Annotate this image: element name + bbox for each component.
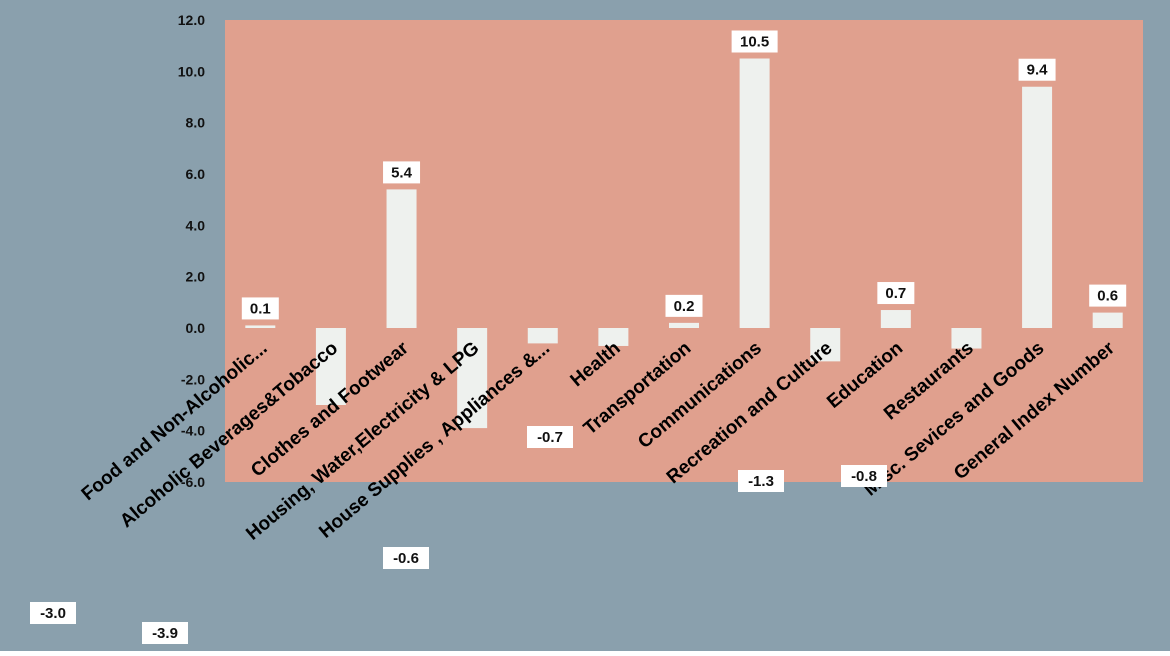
data-label: 5.4 xyxy=(391,164,413,181)
data-label: 0.7 xyxy=(885,285,906,302)
data-label: -3.9 xyxy=(152,625,178,642)
data-label-box xyxy=(241,297,279,320)
data-label-box xyxy=(30,602,76,624)
data-label: 9.4 xyxy=(1027,62,1049,79)
bar xyxy=(315,328,346,405)
bar xyxy=(880,310,911,328)
bars xyxy=(245,58,1123,429)
data-label-box xyxy=(877,282,915,305)
data-label-box xyxy=(527,426,573,448)
y-tick-label: 0.0 xyxy=(186,320,206,336)
data-label: 0.6 xyxy=(1097,288,1118,305)
bar xyxy=(810,328,841,362)
data-label-box xyxy=(665,294,703,317)
y-tick-label: 2.0 xyxy=(186,269,206,285)
bar xyxy=(457,328,488,429)
y-tick-label: -6.0 xyxy=(181,474,205,490)
bar xyxy=(1022,86,1053,328)
bar xyxy=(598,328,629,346)
y-tick-label: 12.0 xyxy=(178,12,205,28)
data-label: -3.0 xyxy=(40,605,66,622)
bar xyxy=(527,328,558,344)
bar xyxy=(951,328,982,349)
y-tick-label: 10.0 xyxy=(178,63,205,79)
data-label: -0.7 xyxy=(537,429,563,446)
y-tick-label: -2.0 xyxy=(181,371,205,387)
data-label: 0.1 xyxy=(250,300,271,317)
y-axis: 12.0 10.0 8.0 6.0 4.0 2.0 0.0 -2.0 -4.0 -6.0 xyxy=(178,12,205,490)
data-label-box xyxy=(142,622,188,644)
data-label: -0.6 xyxy=(393,550,419,567)
data-label: -0.8 xyxy=(851,468,877,485)
y-tick-label: 4.0 xyxy=(186,217,206,233)
plot-area xyxy=(225,20,1143,482)
data-label: -1.3 xyxy=(748,473,774,490)
data-label-box xyxy=(841,465,887,487)
bar xyxy=(245,325,276,328)
bar xyxy=(386,189,417,328)
bar xyxy=(669,322,699,328)
bar xyxy=(739,58,770,328)
data-label-box xyxy=(731,30,778,53)
bar xyxy=(1092,312,1123,328)
data-label: 0.2 xyxy=(674,298,695,315)
data-labels: 0.1 -3.0 5.4 -3.9 -0.6 -0.7 0.2 10.5 -1.3 0.7 -0.8… xyxy=(30,30,1127,644)
data-label-box xyxy=(1018,58,1056,81)
data-label-box xyxy=(738,470,784,492)
y-tick-label: 8.0 xyxy=(186,115,206,131)
data-label-box xyxy=(383,547,429,569)
data-label: 10.5 xyxy=(740,34,769,51)
y-tick-label: -4.0 xyxy=(181,423,205,439)
data-label-box xyxy=(1089,284,1127,307)
y-tick-label: 6.0 xyxy=(186,166,206,182)
data-label-box xyxy=(383,161,421,184)
